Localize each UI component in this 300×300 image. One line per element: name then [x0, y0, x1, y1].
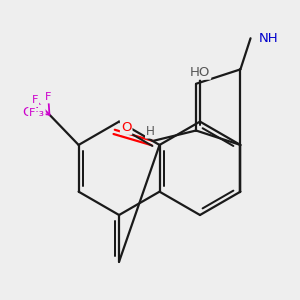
Text: F: F [45, 92, 52, 103]
Text: H: H [146, 124, 155, 138]
Text: CF₃: CF₃ [22, 106, 44, 119]
Text: F: F [32, 94, 38, 105]
Text: F: F [29, 108, 36, 118]
Text: O: O [121, 121, 131, 134]
Text: HO: HO [190, 66, 210, 79]
Text: NH: NH [259, 32, 279, 45]
